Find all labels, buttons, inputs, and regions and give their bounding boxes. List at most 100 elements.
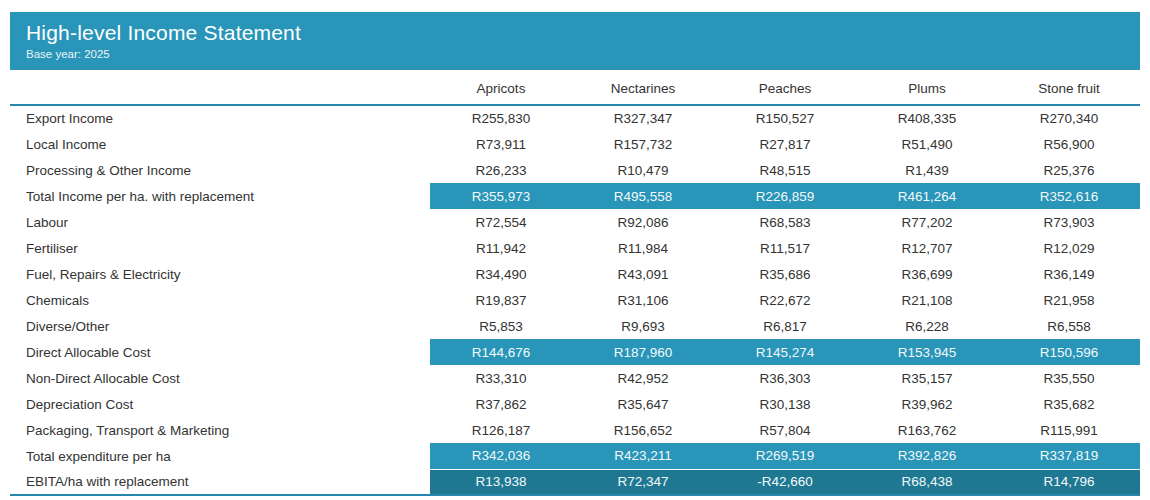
- row-label[interactable]: Direct Allocable Cost: [10, 339, 430, 365]
- value-cell[interactable]: R337,819: [998, 443, 1140, 469]
- value-cell[interactable]: R33,310: [430, 365, 572, 391]
- row-label[interactable]: Fuel, Repairs & Electricity: [10, 261, 430, 287]
- value-cell[interactable]: R145,274: [714, 339, 856, 365]
- value-cell[interactable]: R156,652: [572, 417, 714, 443]
- value-cell[interactable]: R6,228: [856, 313, 998, 339]
- value-cell[interactable]: R48,515: [714, 157, 856, 183]
- column-header-stone-fruit[interactable]: Stone fruit: [998, 77, 1140, 105]
- value-cell[interactable]: R269,519: [714, 443, 856, 469]
- value-cell[interactable]: R115,991: [998, 417, 1140, 443]
- value-cell[interactable]: R342,036: [430, 443, 572, 469]
- value-cell[interactable]: R35,647: [572, 391, 714, 417]
- value-cell[interactable]: R36,149: [998, 261, 1140, 287]
- value-cell[interactable]: R255,830: [430, 105, 572, 131]
- value-cell[interactable]: R126,187: [430, 417, 572, 443]
- value-cell[interactable]: R12,707: [856, 235, 998, 261]
- value-cell[interactable]: R35,550: [998, 365, 1140, 391]
- value-cell[interactable]: R30,138: [714, 391, 856, 417]
- value-cell[interactable]: R77,202: [856, 209, 998, 235]
- value-cell[interactable]: R270,340: [998, 105, 1140, 131]
- table-row: Local IncomeR73,911R157,732R27,817R51,49…: [10, 131, 1140, 157]
- value-cell[interactable]: R352,616: [998, 183, 1140, 209]
- row-label[interactable]: Total expenditure per ha: [10, 443, 430, 469]
- row-label[interactable]: Total Income per ha. with replacement: [10, 183, 430, 209]
- value-cell[interactable]: R19,837: [430, 287, 572, 313]
- table-row: Fuel, Repairs & ElectricityR34,490R43,09…: [10, 261, 1140, 287]
- value-cell[interactable]: R408,335: [856, 105, 998, 131]
- value-cell[interactable]: R36,303: [714, 365, 856, 391]
- value-cell[interactable]: R27,817: [714, 131, 856, 157]
- value-cell[interactable]: R355,973: [430, 183, 572, 209]
- value-cell[interactable]: -R42,660: [714, 469, 856, 495]
- value-cell[interactable]: R92,086: [572, 209, 714, 235]
- value-cell[interactable]: R37,862: [430, 391, 572, 417]
- value-cell[interactable]: R21,958: [998, 287, 1140, 313]
- value-cell[interactable]: R153,945: [856, 339, 998, 365]
- value-cell[interactable]: R31,106: [572, 287, 714, 313]
- row-label[interactable]: Local Income: [10, 131, 430, 157]
- value-cell[interactable]: R21,108: [856, 287, 998, 313]
- value-cell[interactable]: R36,699: [856, 261, 998, 287]
- value-cell[interactable]: R42,952: [572, 365, 714, 391]
- value-cell[interactable]: R25,376: [998, 157, 1140, 183]
- value-cell[interactable]: R34,490: [430, 261, 572, 287]
- value-cell[interactable]: R157,732: [572, 131, 714, 157]
- row-label[interactable]: Depreciation Cost: [10, 391, 430, 417]
- value-cell[interactable]: R461,264: [856, 183, 998, 209]
- value-cell[interactable]: R68,583: [714, 209, 856, 235]
- row-label[interactable]: Chemicals: [10, 287, 430, 313]
- value-cell[interactable]: R392,826: [856, 443, 998, 469]
- value-cell[interactable]: R9,693: [572, 313, 714, 339]
- row-label[interactable]: Packaging, Transport & Marketing: [10, 417, 430, 443]
- value-cell[interactable]: R35,682: [998, 391, 1140, 417]
- row-label[interactable]: EBITA/ha with replacement: [10, 469, 430, 495]
- value-cell[interactable]: R6,817: [714, 313, 856, 339]
- value-cell[interactable]: R423,211: [572, 443, 714, 469]
- column-header-peaches[interactable]: Peaches: [714, 77, 856, 105]
- value-cell[interactable]: R11,984: [572, 235, 714, 261]
- value-cell[interactable]: R56,900: [998, 131, 1140, 157]
- value-cell[interactable]: R11,517: [714, 235, 856, 261]
- column-header-row: ApricotsNectarinesPeachesPlumsStone frui…: [10, 77, 1140, 105]
- column-header-plums[interactable]: Plums: [856, 77, 998, 105]
- value-cell[interactable]: R6,558: [998, 313, 1140, 339]
- value-cell[interactable]: R12,029: [998, 235, 1140, 261]
- row-label[interactable]: Processing & Other Income: [10, 157, 430, 183]
- value-cell[interactable]: R72,554: [430, 209, 572, 235]
- row-label[interactable]: Diverse/Other: [10, 313, 430, 339]
- value-cell[interactable]: R495,558: [572, 183, 714, 209]
- value-cell[interactable]: R35,686: [714, 261, 856, 287]
- value-cell[interactable]: R39,962: [856, 391, 998, 417]
- value-cell[interactable]: R11,942: [430, 235, 572, 261]
- value-cell[interactable]: R72,347: [572, 469, 714, 495]
- value-cell[interactable]: R51,490: [856, 131, 998, 157]
- value-cell[interactable]: R150,596: [998, 339, 1140, 365]
- value-cell[interactable]: R57,804: [714, 417, 856, 443]
- row-label[interactable]: Fertiliser: [10, 235, 430, 261]
- value-cell[interactable]: R1,439: [856, 157, 998, 183]
- value-cell[interactable]: R68,438: [856, 469, 998, 495]
- value-cell[interactable]: R22,672: [714, 287, 856, 313]
- value-cell[interactable]: R73,903: [998, 209, 1140, 235]
- report-title: High-level Income Statement: [26, 20, 1124, 46]
- value-cell[interactable]: R13,938: [430, 469, 572, 495]
- column-header-nectarines[interactable]: Nectarines: [572, 77, 714, 105]
- value-cell[interactable]: R10,479: [572, 157, 714, 183]
- value-cell[interactable]: R163,762: [856, 417, 998, 443]
- table-row: Depreciation CostR37,862R35,647R30,138R3…: [10, 391, 1140, 417]
- value-cell[interactable]: R73,911: [430, 131, 572, 157]
- value-cell[interactable]: R226,859: [714, 183, 856, 209]
- value-cell[interactable]: R150,527: [714, 105, 856, 131]
- value-cell[interactable]: R26,233: [430, 157, 572, 183]
- value-cell[interactable]: R5,853: [430, 313, 572, 339]
- value-cell[interactable]: R144,676: [430, 339, 572, 365]
- value-cell[interactable]: R14,796: [998, 469, 1140, 495]
- column-header-apricots[interactable]: Apricots: [430, 77, 572, 105]
- row-label[interactable]: Labour: [10, 209, 430, 235]
- row-label[interactable]: Export Income: [10, 105, 430, 131]
- value-cell[interactable]: R35,157: [856, 365, 998, 391]
- value-cell[interactable]: R327,347: [572, 105, 714, 131]
- value-cell[interactable]: R43,091: [572, 261, 714, 287]
- value-cell[interactable]: R187,960: [572, 339, 714, 365]
- row-label[interactable]: Non-Direct Allocable Cost: [10, 365, 430, 391]
